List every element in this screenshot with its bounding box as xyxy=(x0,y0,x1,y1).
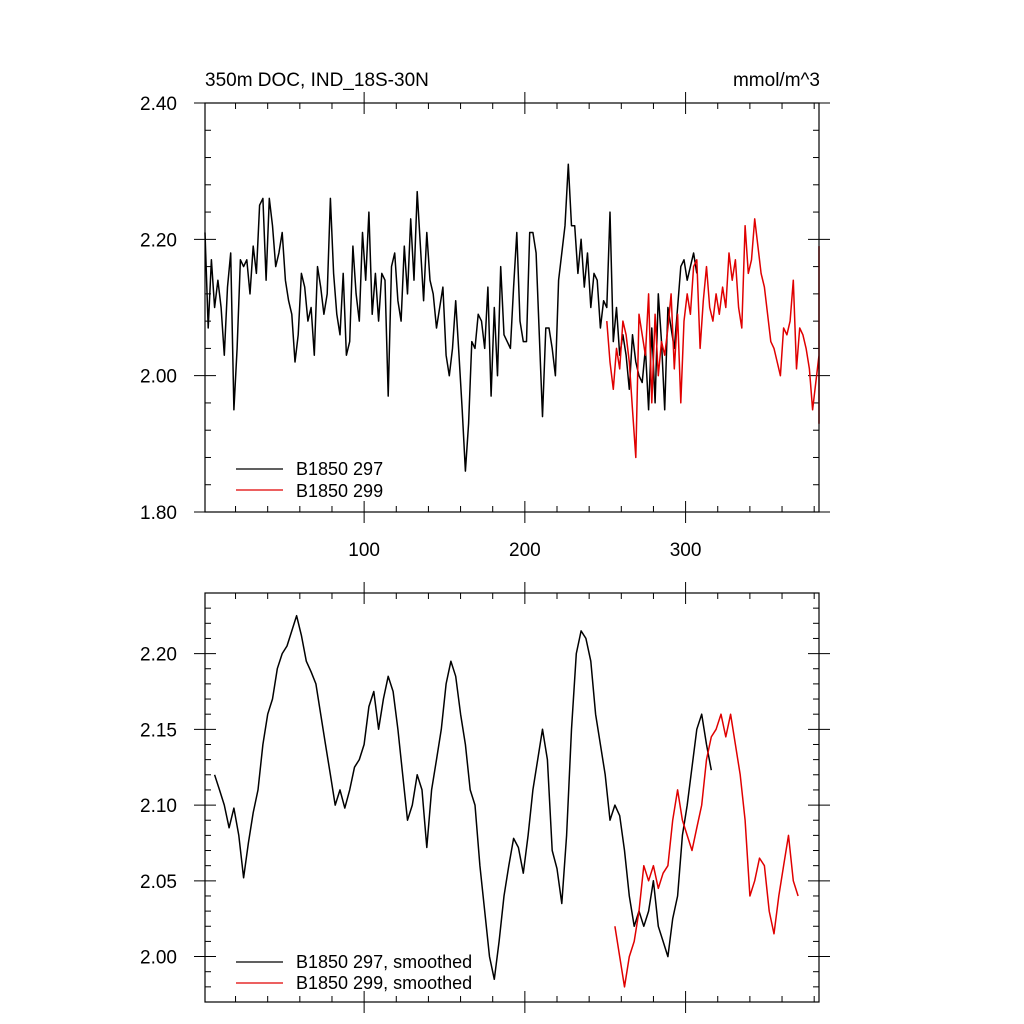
bottom-y-tick-label: 2.20 xyxy=(140,645,177,666)
top-axis-labels: 100 200 300 1.80 2.00 2.20 2.40 xyxy=(140,94,701,561)
top-y-tick-label: 2.00 xyxy=(140,367,177,388)
bottom-legend-label-297: B1850 297, smoothed xyxy=(296,952,472,972)
bottom-plot-frame xyxy=(204,592,820,1003)
bottom-legend: B1850 297, smoothed B1850 299, smoothed xyxy=(236,952,472,993)
bottom-y-tick-label: 2.10 xyxy=(140,796,177,817)
top-x-tick-label: 300 xyxy=(670,540,702,561)
top-y-tick-label: 2.40 xyxy=(140,94,177,115)
top-series-line-299 xyxy=(606,218,820,459)
top-plot-frame xyxy=(204,102,820,513)
top-panel: 350m DOC, IND_18S-30N mmol/m^3 100 200 300… xyxy=(140,70,830,561)
top-chart-title: 350m DOC, IND_18S-30N xyxy=(205,70,429,91)
top-y-tick-label: 2.20 xyxy=(140,230,177,251)
top-series-line-297 xyxy=(204,163,698,472)
bottom-axis-ticks xyxy=(194,582,830,1013)
top-series-lines xyxy=(204,163,820,472)
bottom-y-tick-label: 2.00 xyxy=(140,948,177,969)
bottom-y-tick-label: 2.15 xyxy=(140,720,177,741)
top-chart-units: mmol/m^3 xyxy=(733,70,820,91)
bottom-legend-label-299: B1850 299, smoothed xyxy=(296,973,472,993)
top-legend-label-299: B1850 299 xyxy=(296,481,383,501)
top-legend-label-297: B1850 297 xyxy=(296,459,383,479)
bottom-series-line-297 xyxy=(213,614,713,981)
bottom-axis-labels: 2.00 2.05 2.10 2.15 2.20 xyxy=(140,645,177,969)
bottom-series-line-299 xyxy=(614,713,799,988)
bottom-panel: 2.00 2.05 2.10 2.15 2.20 B1850 297, smoothed… xyxy=(140,582,830,1013)
top-x-tick-label: 200 xyxy=(509,540,541,561)
top-y-tick-label: 1.80 xyxy=(140,503,177,524)
top-legend: B1850 297 B1850 299 xyxy=(236,459,383,501)
bottom-series-lines xyxy=(213,614,799,988)
top-x-tick-label: 100 xyxy=(348,540,380,561)
bottom-y-tick-label: 2.05 xyxy=(140,872,177,893)
